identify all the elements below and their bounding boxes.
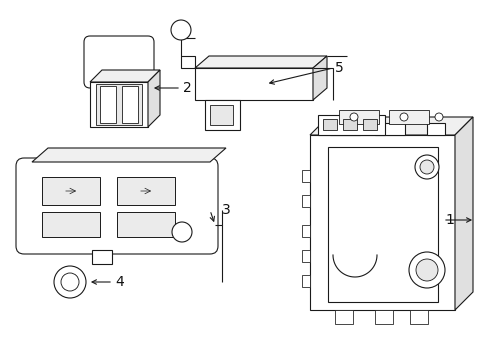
Polygon shape — [302, 195, 309, 207]
Polygon shape — [117, 212, 175, 237]
Circle shape — [171, 20, 191, 40]
Polygon shape — [42, 212, 100, 237]
Circle shape — [349, 113, 357, 121]
Polygon shape — [312, 56, 326, 100]
Polygon shape — [302, 225, 309, 237]
FancyBboxPatch shape — [16, 158, 218, 254]
Circle shape — [54, 266, 86, 298]
Polygon shape — [327, 147, 437, 302]
Polygon shape — [426, 123, 444, 135]
Polygon shape — [388, 110, 428, 124]
Circle shape — [408, 252, 444, 288]
Polygon shape — [317, 115, 384, 135]
Polygon shape — [204, 100, 240, 130]
Text: 5: 5 — [334, 61, 343, 75]
Text: 4: 4 — [115, 275, 123, 289]
Polygon shape — [92, 250, 112, 264]
Polygon shape — [454, 117, 472, 310]
Circle shape — [415, 259, 437, 281]
Polygon shape — [302, 275, 309, 287]
Polygon shape — [148, 70, 160, 127]
Polygon shape — [90, 70, 160, 82]
Polygon shape — [302, 170, 309, 182]
Polygon shape — [409, 310, 427, 324]
Polygon shape — [334, 310, 352, 324]
Polygon shape — [209, 105, 232, 125]
Polygon shape — [342, 119, 356, 130]
Polygon shape — [32, 148, 225, 162]
Polygon shape — [96, 84, 142, 125]
Polygon shape — [374, 123, 404, 135]
Circle shape — [399, 113, 407, 121]
Text: 2: 2 — [183, 81, 191, 95]
Circle shape — [61, 273, 79, 291]
Text: 1: 1 — [444, 213, 453, 227]
Text: 3: 3 — [222, 203, 230, 217]
Polygon shape — [195, 68, 312, 100]
Polygon shape — [362, 119, 376, 130]
Polygon shape — [329, 123, 359, 135]
Polygon shape — [338, 110, 378, 124]
Polygon shape — [374, 310, 392, 324]
Polygon shape — [117, 177, 175, 205]
Circle shape — [434, 113, 442, 121]
Polygon shape — [42, 177, 100, 205]
Polygon shape — [100, 86, 116, 123]
Polygon shape — [122, 86, 138, 123]
Circle shape — [414, 155, 438, 179]
Polygon shape — [90, 82, 148, 127]
Circle shape — [419, 160, 433, 174]
Polygon shape — [302, 250, 309, 262]
Polygon shape — [309, 135, 454, 310]
Polygon shape — [195, 56, 326, 68]
Polygon shape — [309, 117, 472, 135]
Circle shape — [172, 222, 192, 242]
FancyBboxPatch shape — [84, 36, 154, 88]
Polygon shape — [323, 119, 336, 130]
